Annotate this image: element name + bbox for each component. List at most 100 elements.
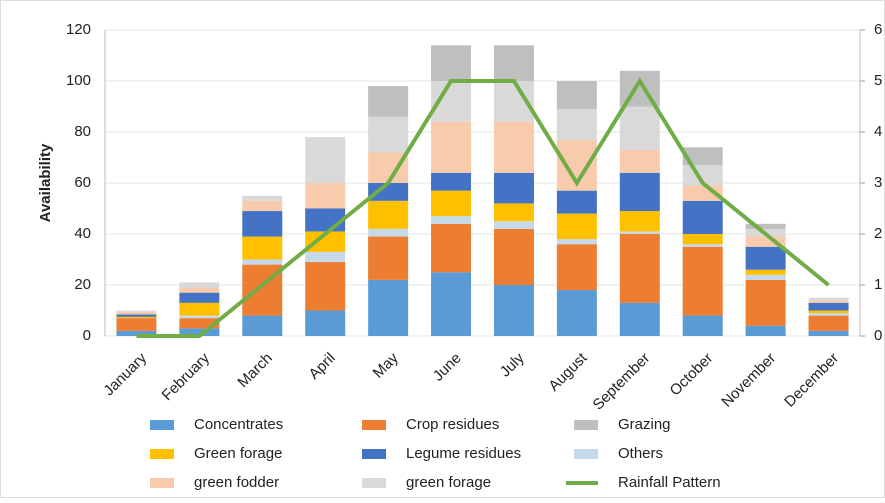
bar-segment — [745, 236, 786, 247]
bar-segment — [116, 310, 157, 312]
y-axis-title: Availability — [37, 143, 54, 222]
bar-segment — [242, 315, 283, 336]
bar-segment — [556, 213, 597, 240]
bar-segment — [305, 137, 346, 183]
bar-segment — [179, 328, 220, 336]
legend-swatch — [362, 449, 386, 459]
bar-segment — [242, 200, 283, 212]
bar-segment — [808, 300, 849, 303]
legend-label: Grazing — [618, 416, 671, 433]
y2-tick-label: 0 — [874, 327, 882, 344]
bar-segment — [493, 121, 534, 173]
bar-segment — [682, 200, 723, 234]
bar-segment — [368, 116, 409, 153]
bar-segment — [242, 211, 283, 237]
bar-segment — [745, 274, 786, 280]
bar-segment — [808, 302, 849, 311]
y-tick-label: 0 — [83, 327, 91, 344]
bar-segment — [619, 302, 660, 336]
bar-segment — [493, 203, 534, 222]
bar-segment — [242, 259, 283, 265]
legend-swatch — [574, 420, 598, 430]
bar-segment — [368, 200, 409, 229]
bar-segment — [179, 302, 220, 316]
bar-segment — [242, 195, 283, 201]
bar-segment — [179, 315, 220, 319]
bar-segment — [556, 244, 597, 291]
bar-segment — [179, 287, 220, 293]
bar-segment — [682, 234, 723, 245]
y-tick-label: 20 — [74, 276, 91, 293]
legend-label: Others — [618, 445, 663, 462]
bar-segment — [368, 279, 409, 336]
y-tick-label: 80 — [74, 123, 91, 140]
bar-segment — [431, 216, 472, 224]
y-tick-label: 120 — [66, 21, 91, 38]
bar-segment — [745, 223, 786, 229]
bar-segment — [619, 211, 660, 232]
legend-swatch — [362, 478, 386, 488]
bar-segment — [179, 292, 220, 303]
bar-segment — [179, 318, 220, 329]
y2-tick-label: 5 — [874, 72, 882, 89]
bar-segment — [619, 149, 660, 173]
y2-tick-label: 2 — [874, 225, 882, 242]
y2-tick-label: 4 — [874, 123, 882, 140]
legend-swatch — [574, 449, 598, 459]
bar-segment — [305, 310, 346, 336]
bar-segment — [745, 246, 786, 270]
bar-segment — [493, 285, 534, 336]
bar-segment — [116, 311, 157, 315]
bar-segment — [116, 316, 157, 319]
bar-segment — [556, 109, 597, 140]
y2-tick-label: 6 — [874, 21, 882, 38]
bar-segment — [682, 147, 723, 166]
bar-segment — [808, 297, 849, 301]
bar-segment — [556, 190, 597, 214]
bar-segment — [493, 221, 534, 229]
legend-swatch — [150, 449, 174, 459]
bar-segment — [619, 106, 660, 150]
bar-segment — [682, 315, 723, 336]
legend-label: Crop residues — [406, 416, 499, 433]
bar-segment — [431, 272, 472, 336]
y2-tick-label: 3 — [874, 174, 882, 191]
bar-segment — [431, 121, 472, 173]
y-tick-label: 40 — [74, 225, 91, 242]
bar-segment — [619, 234, 660, 303]
bar-segment — [808, 330, 849, 336]
bar-segment — [431, 172, 472, 191]
bar-segment — [431, 45, 472, 81]
bar-segment — [745, 269, 786, 275]
bar-segment — [745, 279, 786, 326]
legend-label: Concentrates — [194, 416, 283, 433]
bar-segment — [116, 318, 157, 331]
bar-segment — [116, 314, 157, 317]
bar-segment — [493, 172, 534, 204]
bar-segment — [368, 152, 409, 183]
bar-segment — [431, 190, 472, 217]
bar-segment — [368, 183, 409, 201]
bar-segment — [305, 231, 346, 252]
bar-segment — [556, 290, 597, 336]
bar-segment — [305, 183, 346, 209]
bar-segment — [305, 251, 346, 263]
bar-segment — [682, 244, 723, 247]
bar-segment — [368, 86, 409, 117]
bar-segment — [179, 282, 220, 288]
legend-label: Rainfall Pattern — [618, 474, 721, 491]
legend-label: green forage — [406, 474, 491, 491]
legend-label: Legume residues — [406, 445, 521, 462]
bar-segment — [116, 330, 157, 336]
bar-segment — [431, 223, 472, 273]
bar-segment — [682, 246, 723, 316]
legend-swatch — [150, 478, 174, 488]
bar-segment — [556, 81, 597, 110]
bar-segment — [368, 228, 409, 237]
legend-label: green fodder — [194, 474, 279, 491]
bar-segment — [745, 325, 786, 336]
bar-segment — [368, 236, 409, 280]
legend-label: Green forage — [194, 445, 282, 462]
bar-segment — [808, 315, 849, 331]
